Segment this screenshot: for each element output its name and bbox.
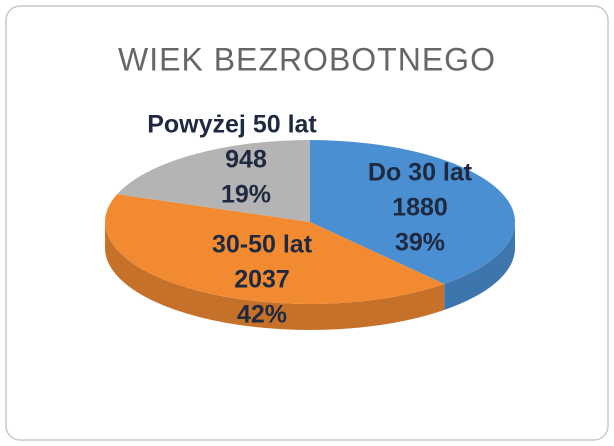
pie-side [105, 222, 445, 330]
pie [105, 140, 515, 330]
pie-slice [105, 194, 445, 304]
category-label: Powyżej 50 lat [147, 111, 317, 139]
value-label: 948 [225, 146, 267, 174]
category-label: Do 30 lat [368, 159, 473, 187]
value-label: 2037 [234, 266, 290, 294]
pie-slice [310, 140, 515, 284]
pie-slice [117, 140, 310, 222]
percent-label: 42% [237, 301, 287, 329]
category-label: 30-50 lat [212, 231, 313, 259]
percent-label: 19% [221, 181, 271, 209]
value-label: 1880 [392, 194, 448, 222]
pie-side [444, 222, 515, 310]
chart-title: WIEK BEZROBOTNEGO [118, 41, 496, 77]
labels: Do 30 lat 1880 39% 30-50 lat 2037 42% Powyżej … [147, 111, 473, 329]
percent-label: 39% [395, 229, 445, 257]
